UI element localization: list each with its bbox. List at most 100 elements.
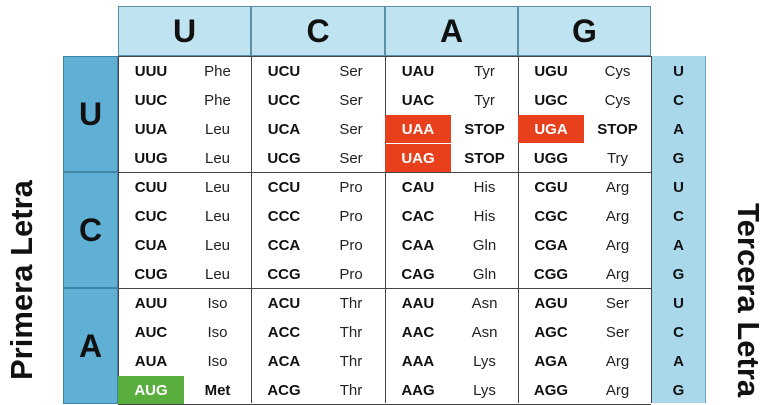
codon-cell: AGG <box>533 381 569 399</box>
codon-cell: ACC <box>267 323 301 341</box>
codon-cell: AAU <box>401 294 435 312</box>
amino-acid-label: Ser <box>339 62 363 80</box>
codon-cell: CGG <box>533 265 569 283</box>
codon-cell: CGU <box>534 178 568 196</box>
amino-acid-label: Cys <box>604 91 631 109</box>
amino-acid-label: Lys <box>473 381 496 399</box>
codon-cell: ACU <box>267 294 301 312</box>
third-letter-cell: G <box>672 381 685 399</box>
third-letter-cell: C <box>673 207 684 225</box>
amino-acid-label: Asn <box>471 323 498 341</box>
amino-acid-label: Pro <box>339 207 363 225</box>
codon-cell: ACA <box>267 352 301 370</box>
codon-cell: UGU <box>534 62 568 80</box>
codon-cell: AUU <box>134 294 168 312</box>
codon-cell: CAC <box>401 207 435 225</box>
codon-cell: AAG <box>401 381 435 399</box>
amino-acid-label: Try <box>606 149 629 167</box>
codon-cell: UGG <box>533 149 569 167</box>
codon-cell: CUA <box>134 236 168 254</box>
amino-acid-label: Leu <box>204 178 231 196</box>
codon-cell: UGC <box>534 91 568 109</box>
amino-acid-label: Leu <box>204 149 231 167</box>
amino-acid-label: Lys <box>473 352 496 370</box>
codon-cell: AUA <box>134 352 168 370</box>
stop-label: STOP <box>464 120 505 138</box>
codon-cell: UAG <box>385 144 451 172</box>
first-letter-header: U <box>63 56 118 172</box>
amino-acid-label: Cys <box>604 62 631 80</box>
amino-acid-label: Tyr <box>474 62 495 80</box>
codon-cell: UCG <box>267 149 301 167</box>
codon-cell: CAA <box>401 236 435 254</box>
first-letter-label: Primera Letra <box>4 180 39 380</box>
column-divider <box>651 56 652 403</box>
amino-acid-label: Phe <box>204 62 231 80</box>
codon-cell: UUA <box>134 120 168 138</box>
codon-cell: AGA <box>534 352 568 370</box>
amino-acid-label: Ser <box>339 149 363 167</box>
codon-cell: UGA <box>518 115 584 143</box>
codon-cell: UUC <box>134 91 168 109</box>
column-divider <box>251 56 252 403</box>
amino-acid-label: Gln <box>472 265 497 283</box>
amino-acid-label: Iso <box>207 294 228 312</box>
third-letter-cell: C <box>673 323 684 341</box>
amino-acid-label: Arg <box>605 236 630 254</box>
third-letter-label: Tercera Letra <box>731 203 766 398</box>
amino-acid-label: Thr <box>339 352 363 370</box>
codon-cell: AUG <box>118 376 184 404</box>
first-letter-header: C <box>63 172 118 288</box>
third-letter-cell: U <box>673 178 684 196</box>
codon-cell: UAU <box>401 62 435 80</box>
codon-cell: AUC <box>134 323 168 341</box>
amino-acid-label: Leu <box>204 207 231 225</box>
third-letter-cell: A <box>673 236 684 254</box>
second-letter-header: A <box>385 6 518 56</box>
codon-cell: UAA <box>385 115 451 143</box>
third-letter-cell: U <box>673 294 684 312</box>
amino-acid-label: Thr <box>339 294 363 312</box>
amino-acid-label: Pro <box>339 265 363 283</box>
column-divider <box>518 56 519 403</box>
codon-cell: UUU <box>134 62 168 80</box>
codon-cell: CGA <box>534 236 568 254</box>
amino-acid-label: Ser <box>605 323 630 341</box>
codon-cell: AGU <box>534 294 568 312</box>
codon-cell: CCC <box>267 207 301 225</box>
amino-acid-label: Thr <box>339 381 363 399</box>
codon-cell: AAC <box>401 323 435 341</box>
amino-acid-label: Iso <box>207 352 228 370</box>
amino-acid-label: Arg <box>605 381 630 399</box>
codon-cell: UUG <box>134 149 168 167</box>
codon-cell: AAA <box>401 352 435 370</box>
amino-acid-label: Phe <box>204 91 231 109</box>
amino-acid-label: Met <box>204 381 231 399</box>
codon-cell: CCG <box>267 265 301 283</box>
amino-acid-label: Pro <box>339 178 363 196</box>
second-letter-header: C <box>251 6 385 56</box>
amino-acid-label: Leu <box>204 236 231 254</box>
amino-acid-label: Iso <box>207 323 228 341</box>
codon-cell: CUU <box>134 178 168 196</box>
codon-cell: CAG <box>401 265 435 283</box>
second-letter-header: U <box>118 6 251 56</box>
amino-acid-label: Ser <box>339 120 363 138</box>
first-letter-header: A <box>63 288 118 404</box>
codon-cell: CUG <box>134 265 168 283</box>
codon-cell: CUC <box>134 207 168 225</box>
codon-cell: CCA <box>267 236 301 254</box>
amino-acid-label: Ser <box>339 91 363 109</box>
amino-acid-label: Pro <box>339 236 363 254</box>
column-divider <box>385 56 386 403</box>
third-letter-cell: A <box>673 352 684 370</box>
third-letter-column <box>651 56 706 403</box>
third-letter-cell: C <box>673 91 684 109</box>
codon-cell: UCC <box>267 91 301 109</box>
codon-cell: CAU <box>401 178 435 196</box>
codon-cell: UCA <box>267 120 301 138</box>
amino-acid-label: Leu <box>204 265 231 283</box>
amino-acid-label: Arg <box>605 207 630 225</box>
amino-acid-label: Thr <box>339 323 363 341</box>
stop-label: STOP <box>464 149 505 167</box>
